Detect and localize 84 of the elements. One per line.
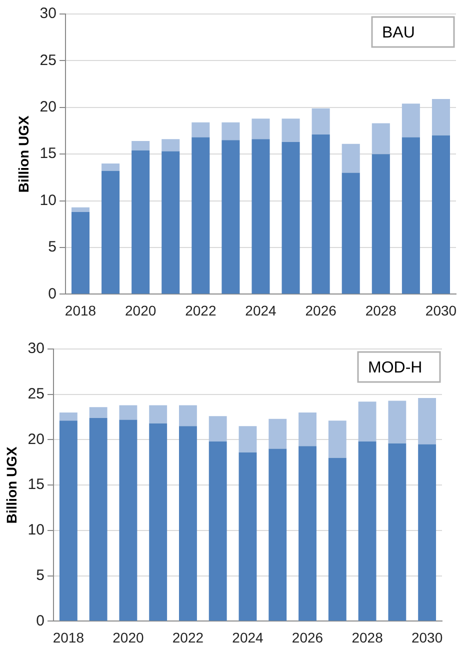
bar xyxy=(222,122,240,140)
bar xyxy=(358,442,376,621)
bar xyxy=(71,212,90,294)
y-tick-label: 15 xyxy=(40,145,56,162)
x-tick-label: 2028 xyxy=(352,629,384,646)
bar xyxy=(328,458,346,621)
x-tick-label: 2024 xyxy=(245,302,277,318)
x-tick-label: 2026 xyxy=(305,302,337,318)
y-tick-label: 25 xyxy=(28,386,44,403)
bar xyxy=(208,416,227,442)
bar xyxy=(282,118,300,142)
y-tick-label: 30 xyxy=(28,340,44,358)
bar xyxy=(149,405,168,424)
text: MOD-H xyxy=(368,359,422,376)
bar xyxy=(119,405,138,420)
bar xyxy=(71,207,90,212)
bar xyxy=(59,420,78,621)
bar xyxy=(358,402,376,442)
text: BAU xyxy=(382,24,415,42)
x-tick-label: 2026 xyxy=(292,629,324,646)
bar xyxy=(59,412,78,421)
bar xyxy=(222,140,240,294)
bar xyxy=(252,139,270,294)
bar xyxy=(162,151,180,294)
bar xyxy=(298,446,316,621)
x-tick-label: 2020 xyxy=(112,629,144,646)
bar xyxy=(89,407,108,418)
bar xyxy=(162,139,180,152)
x-tick-label: 2020 xyxy=(125,302,156,318)
bar xyxy=(282,142,300,294)
bar xyxy=(342,172,360,294)
bar xyxy=(238,426,257,452)
bar xyxy=(388,400,406,444)
bar xyxy=(149,423,168,621)
bar xyxy=(418,444,436,621)
bar xyxy=(372,123,390,154)
bar xyxy=(208,442,227,621)
bar xyxy=(402,137,420,294)
bar xyxy=(119,420,138,621)
y-tick-label: 5 xyxy=(48,238,56,256)
x-tick-label: 2018 xyxy=(52,629,84,646)
bar xyxy=(238,452,257,621)
x-tick-label: 2028 xyxy=(365,302,397,318)
bar xyxy=(179,405,197,426)
x-tick-label: 2024 xyxy=(232,629,264,646)
bar xyxy=(192,122,210,138)
y-tick-label: 10 xyxy=(40,192,56,209)
bar xyxy=(432,135,450,294)
x-tick-label: 2022 xyxy=(185,302,216,318)
x-tick-label: 2030 xyxy=(425,302,457,318)
bar xyxy=(328,420,346,458)
bar xyxy=(252,118,270,140)
y-axis-title: Billion UGX xyxy=(15,114,32,193)
bar xyxy=(418,398,436,444)
bar xyxy=(102,163,120,171)
bar xyxy=(342,144,360,173)
bar xyxy=(132,141,150,150)
bar xyxy=(388,443,406,621)
y-tick-label: 0 xyxy=(48,285,56,302)
bar xyxy=(312,134,330,294)
bar xyxy=(102,170,120,294)
y-tick-label: 20 xyxy=(40,98,56,116)
bar xyxy=(432,98,450,136)
bar xyxy=(372,154,390,294)
y-tick-label: 20 xyxy=(28,430,44,448)
bar xyxy=(268,418,287,449)
x-tick-label: 2030 xyxy=(411,629,443,646)
y-tick-label: 0 xyxy=(36,612,44,630)
y-axis-title: Billion UGX xyxy=(3,446,20,524)
bar xyxy=(192,137,210,294)
bar xyxy=(89,418,108,621)
bar xyxy=(179,426,197,621)
bar xyxy=(268,448,287,621)
y-tick-label: 25 xyxy=(40,52,56,69)
bar xyxy=(312,108,330,134)
y-tick-label: 5 xyxy=(36,566,44,584)
bar xyxy=(298,412,316,446)
x-tick-label: 2022 xyxy=(172,629,204,646)
y-tick-label: 10 xyxy=(28,522,44,539)
x-tick-label: 2018 xyxy=(64,302,96,318)
y-tick-label: 15 xyxy=(28,476,44,494)
y-tick-label: 30 xyxy=(40,5,56,22)
bar xyxy=(132,150,150,294)
bar xyxy=(402,104,420,138)
